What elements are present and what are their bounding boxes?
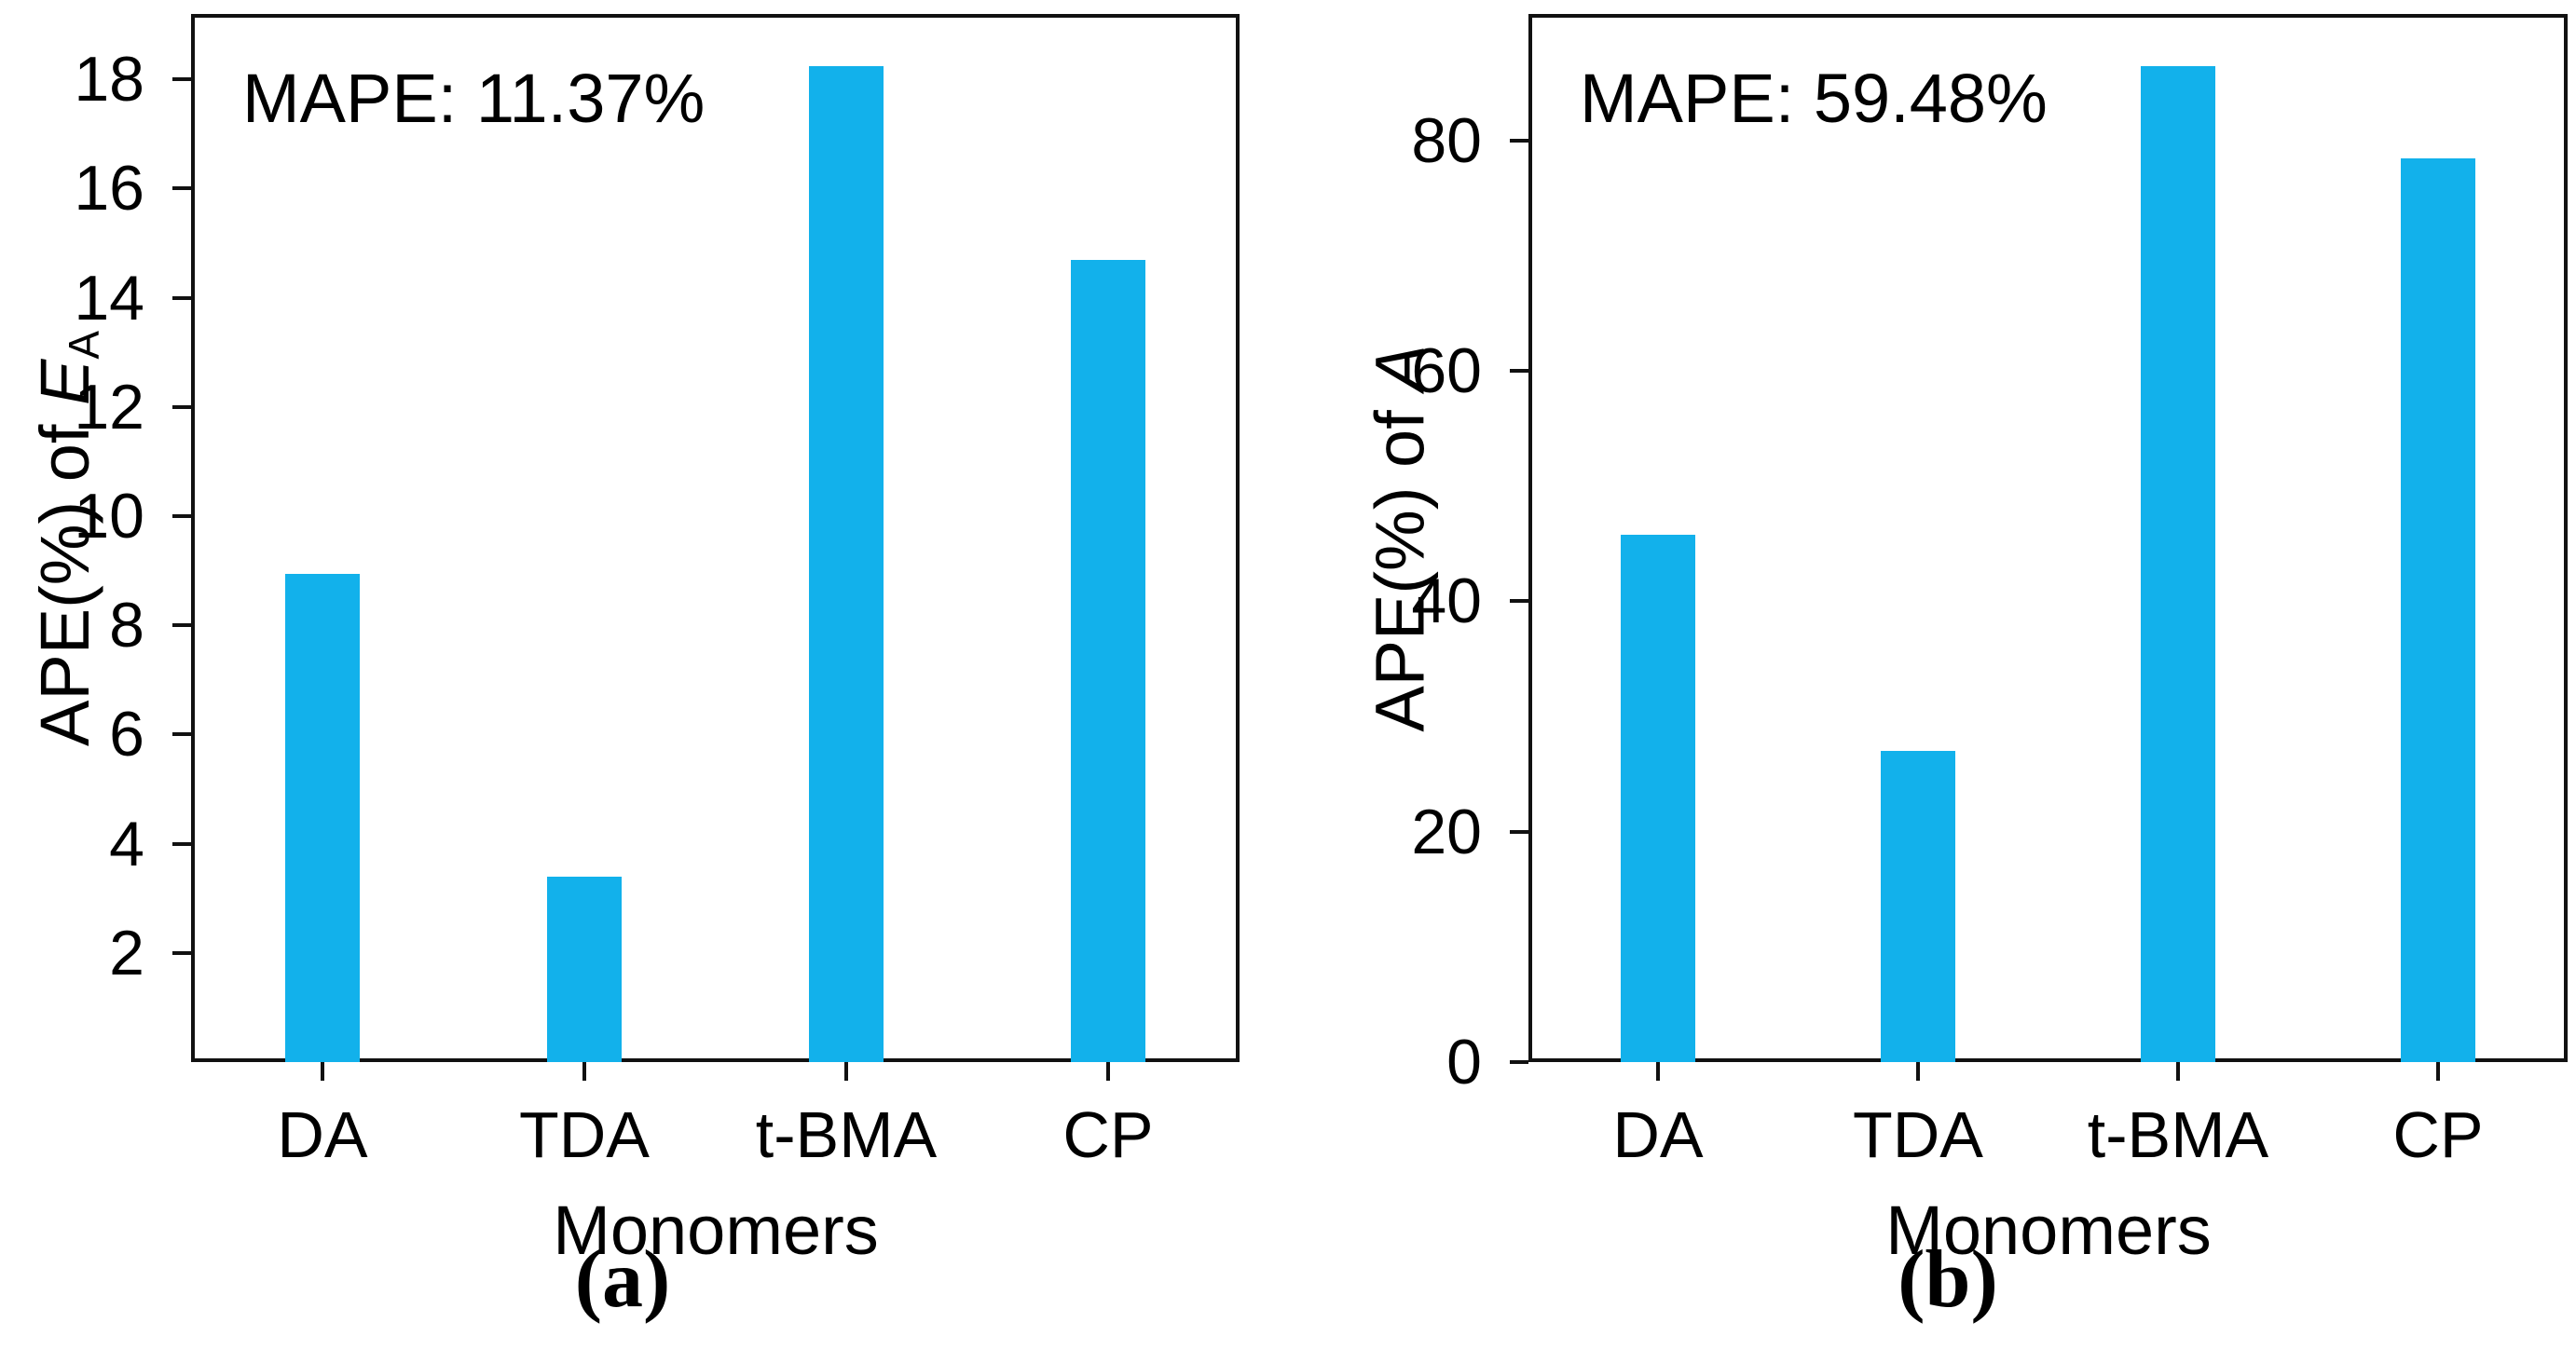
x-tick-CP <box>2436 1062 2440 1081</box>
y-tick-label-10: 10 <box>74 481 144 552</box>
y-tick-label-12: 12 <box>74 372 144 443</box>
y-tick-4 <box>172 842 191 846</box>
y-tick-label-4: 4 <box>109 809 144 879</box>
plot-area <box>1528 14 2568 1062</box>
x-axis-label: Monomers <box>1885 1192 2212 1269</box>
x-tick-CP <box>1106 1062 1110 1081</box>
y-tick-18 <box>172 77 191 81</box>
y-tick-10 <box>172 514 191 518</box>
y-tick-16 <box>172 186 191 190</box>
y-tick-label-14: 14 <box>74 263 144 334</box>
bar-DA <box>285 574 360 1062</box>
x-tick-label-TDA: TDA <box>1853 1098 1983 1171</box>
x-tick-label-t-BMA: t-BMA <box>755 1098 938 1171</box>
bar-CP <box>1071 260 1145 1062</box>
bar-DA <box>1621 535 1695 1062</box>
y-tick-12 <box>172 405 191 409</box>
bar-t-BMA <box>809 66 884 1062</box>
y-tick-6 <box>172 732 191 736</box>
x-tick-DA <box>321 1062 324 1081</box>
plot-area <box>191 14 1240 1062</box>
bar-CP <box>2401 158 2475 1062</box>
x-tick-t-BMA <box>2176 1062 2180 1081</box>
y-tick-20 <box>1510 830 1528 834</box>
y-tick-2 <box>172 951 191 955</box>
y-tick-80 <box>1510 139 1528 143</box>
caption-a: (a) <box>574 1234 671 1325</box>
x-tick-DA <box>1656 1062 1660 1081</box>
y-tick-label-80: 80 <box>1411 105 1482 176</box>
x-tick-label-t-BMA: t-BMA <box>2087 1098 2269 1171</box>
x-tick-label-CP: CP <box>1062 1098 1154 1171</box>
y-tick-label-18: 18 <box>74 44 144 115</box>
x-tick-label-DA: DA <box>277 1098 368 1171</box>
x-tick-label-DA: DA <box>1612 1098 1704 1171</box>
y-tick-60 <box>1510 369 1528 373</box>
mape-annotation: MAPE: 11.37% <box>242 60 706 137</box>
mape-annotation: MAPE: 59.48% <box>1580 60 2048 137</box>
bar-TDA <box>547 877 622 1062</box>
y-tick-40 <box>1510 599 1528 603</box>
x-tick-label-CP: CP <box>2392 1098 2484 1171</box>
y-axis-label: APE(%) of A <box>1361 345 1440 731</box>
y-axis-label-variable: A <box>1361 345 1439 391</box>
y-tick-label-0: 0 <box>1446 1027 1482 1097</box>
y-tick-label-16: 16 <box>74 153 144 224</box>
y-tick-label-8: 8 <box>109 590 144 661</box>
y-tick-label-6: 6 <box>109 699 144 770</box>
y-axis-label-prefix: APE(%) of <box>1361 390 1439 732</box>
caption-b: (b) <box>1898 1234 1998 1325</box>
x-tick-label-TDA: TDA <box>519 1098 650 1171</box>
y-tick-label-60: 60 <box>1411 335 1482 406</box>
y-tick-label-20: 20 <box>1411 797 1482 867</box>
y-tick-14 <box>172 296 191 300</box>
y-tick-label-2: 2 <box>109 918 144 988</box>
y-tick-8 <box>172 623 191 627</box>
bar-TDA <box>1881 751 1955 1062</box>
bar-t-BMA <box>2141 66 2215 1062</box>
x-axis-label: Monomers <box>553 1192 879 1269</box>
y-tick-0 <box>1510 1060 1528 1064</box>
y-tick-label-40: 40 <box>1411 566 1482 636</box>
x-tick-TDA <box>582 1062 586 1081</box>
x-tick-TDA <box>1916 1062 1920 1081</box>
x-tick-t-BMA <box>844 1062 848 1081</box>
